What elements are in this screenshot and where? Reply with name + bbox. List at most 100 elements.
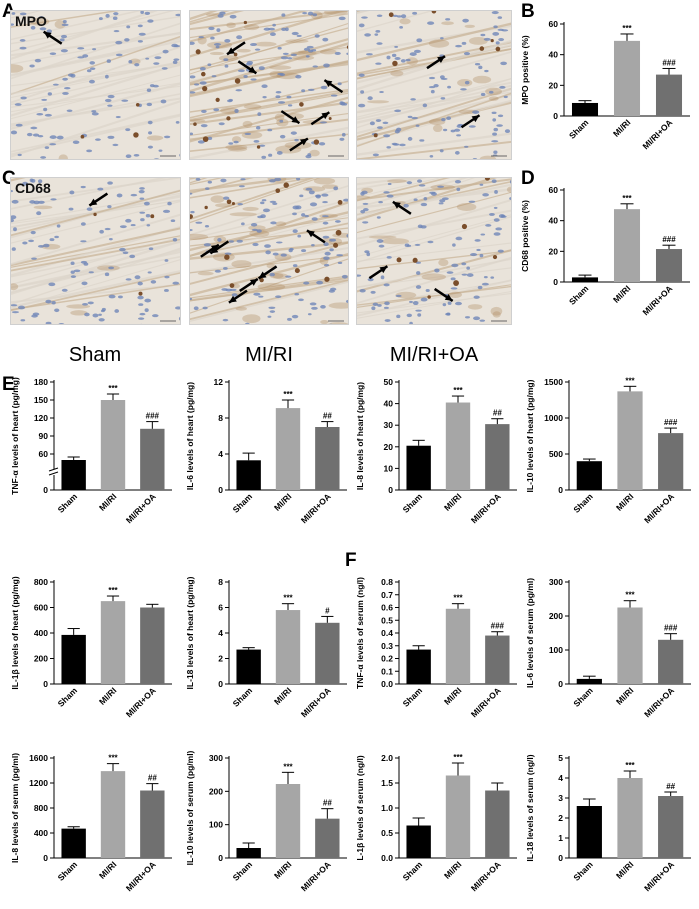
fiber: [357, 242, 511, 262]
stain-patch: [367, 100, 389, 104]
nucleus: [167, 201, 172, 206]
nucleus: [340, 101, 346, 106]
arrow-icon: [226, 41, 246, 56]
nucleus: [294, 138, 299, 142]
nucleus: [422, 103, 428, 108]
nucleus: [172, 281, 180, 285]
stained-cell: [479, 46, 485, 51]
nucleus: [324, 251, 331, 256]
nucleus: [296, 34, 302, 38]
nucleus: [438, 202, 444, 205]
fiber: [190, 11, 244, 26]
nucleus: [407, 136, 413, 141]
nucleus: [39, 27, 47, 31]
nucleus: [36, 211, 42, 216]
y-tick-label: 0: [218, 853, 223, 863]
nucleus: [172, 60, 178, 65]
nucleus: [267, 315, 272, 318]
nucleus: [164, 259, 169, 262]
nucleus: [37, 244, 45, 248]
stain-patch: [266, 263, 276, 269]
nucleus: [464, 80, 470, 85]
nucleus: [481, 282, 489, 286]
nucleus: [15, 123, 23, 127]
nucleus: [81, 281, 88, 286]
y-tick-label: 0.0: [381, 679, 393, 689]
stain-patch: [428, 118, 446, 126]
fiber: [190, 11, 309, 43]
significance-label: ##: [493, 409, 502, 418]
nucleus: [107, 94, 115, 99]
chart-tnf-heart: TNF-α levels of heart (pg/mg) 0 60 90 120 150…: [8, 372, 178, 538]
nucleus: [262, 208, 270, 213]
stain-patch: [215, 203, 233, 208]
nucleus: [88, 271, 94, 274]
nucleus: [41, 98, 48, 101]
x-tick-label: MI/RI: [442, 491, 463, 512]
nucleus: [378, 200, 383, 204]
nucleus: [119, 225, 127, 229]
nucleus: [190, 228, 193, 232]
y-tick-label: 300: [209, 753, 223, 763]
nucleus: [190, 41, 195, 45]
nucleus: [22, 241, 28, 245]
nucleus: [11, 23, 15, 26]
stain-patch: [205, 13, 221, 17]
bar: [61, 460, 86, 490]
nucleus: [279, 119, 284, 123]
nucleus: [243, 74, 248, 78]
stain-patch: [485, 87, 502, 96]
nucleus: [323, 256, 330, 261]
nucleus: [441, 118, 446, 122]
nucleus: [275, 295, 282, 299]
y-tick-label: 0: [43, 679, 48, 689]
fiber: [190, 279, 348, 302]
y-tick-label: 8: [218, 577, 223, 587]
nucleus: [139, 312, 146, 316]
nucleus: [383, 306, 389, 309]
nucleus: [253, 140, 260, 143]
nucleus: [14, 103, 22, 106]
y-tick-label: 60: [549, 185, 559, 195]
y-tick-label: 1: [558, 833, 563, 843]
nucleus: [210, 36, 215, 40]
bar: [100, 771, 126, 858]
stained-cell: [461, 223, 468, 230]
nucleus: [319, 121, 328, 124]
nucleus: [416, 271, 421, 275]
nucleus: [161, 67, 168, 70]
nucleus: [314, 194, 322, 198]
stain-patch: [492, 311, 501, 318]
nucleus: [269, 310, 276, 313]
nucleus: [322, 221, 329, 225]
nucleus: [172, 238, 178, 242]
nucleus: [492, 31, 500, 36]
y-tick-label: 40: [549, 216, 559, 226]
nucleus: [399, 143, 406, 147]
stain-patch: [274, 113, 285, 122]
nucleus: [456, 187, 461, 192]
fiber: [357, 88, 511, 124]
nucleus: [367, 278, 374, 282]
stain-patch: [506, 186, 511, 193]
y-tick-label: 0.7: [381, 590, 393, 600]
stained-cell: [299, 102, 304, 107]
x-tick-label: MI/RI+OA: [642, 859, 676, 893]
y-tick-label: 20: [384, 442, 394, 452]
nucleus: [321, 215, 329, 218]
nucleus: [387, 182, 392, 186]
nucleus: [54, 308, 60, 313]
nucleus: [149, 84, 155, 88]
nucleus: [428, 76, 436, 80]
fiber: [357, 178, 427, 191]
nucleus: [480, 33, 486, 37]
nucleus: [476, 248, 481, 252]
nucleus: [392, 14, 398, 18]
nucleus: [162, 209, 171, 213]
y-tick-label: 100: [549, 645, 563, 655]
x-tick-label: MI/RI: [97, 685, 118, 706]
x-tick-label: MI/RI+OA: [640, 117, 674, 151]
nucleus: [410, 98, 416, 101]
fiber: [190, 258, 348, 314]
nucleus: [291, 31, 299, 36]
